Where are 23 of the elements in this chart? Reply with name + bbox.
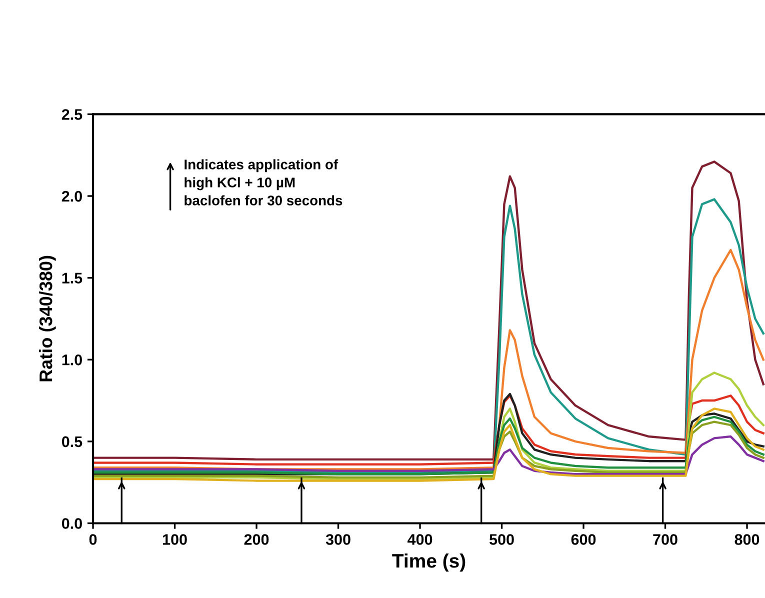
line-series [93, 408, 764, 482]
x-tick-label: 700 [653, 534, 678, 545]
x-tick-label: 400 [408, 534, 432, 545]
line-series [93, 248, 764, 470]
y-tick-label: 1.0 [62, 354, 82, 366]
annotation: Indicates application of high KCl + 10 µM baclofen for 30 seconds [184, 159, 342, 206]
y-tick-label: 0.0 [62, 518, 82, 529]
x-tick-label: 0 [89, 534, 97, 545]
x-tick-label: 100 [162, 534, 187, 545]
line-series [93, 372, 764, 480]
y-tick-label: 2.0 [62, 190, 82, 202]
x-tick-label: 800 [734, 534, 760, 545]
x-axis-title: Time (s) [392, 553, 466, 572]
line-series [93, 435, 764, 476]
x-tick-label: 200 [244, 534, 269, 545]
y-tick-label: 2.5 [62, 109, 82, 120]
x-tick-label: 600 [571, 534, 596, 545]
y-tick-label: 0.5 [62, 436, 82, 448]
x-tick-label: 500 [489, 534, 514, 545]
y-tick-label: 1.5 [62, 272, 82, 284]
line-series [93, 160, 764, 461]
y-axis-title: Ratio (340/380) [38, 256, 56, 382]
x-tick-label: 300 [326, 534, 350, 545]
